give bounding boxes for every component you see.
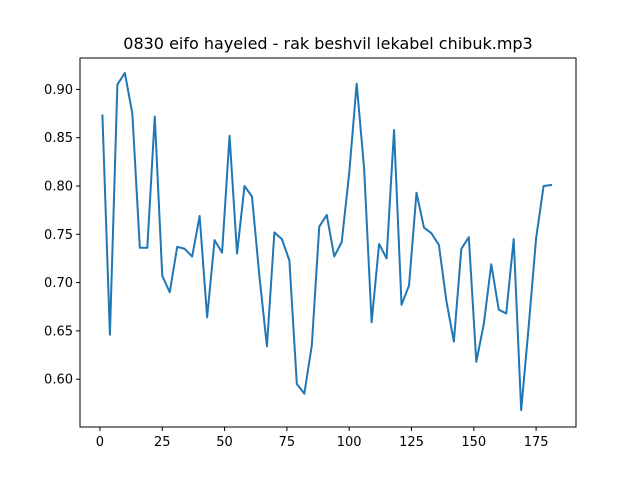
x-tick-label: 25 (154, 435, 171, 450)
y-tick-label: 0.80 (44, 179, 73, 194)
x-tick-label: 125 (399, 435, 424, 450)
x-tick-label: 175 (524, 435, 549, 450)
plot-area (80, 58, 576, 427)
y-tick-label: 0.60 (44, 373, 73, 388)
y-tick-label: 0.85 (44, 131, 73, 146)
series-layer (101, 71, 553, 412)
y-tick-label: 0.75 (44, 228, 73, 243)
axes-layer: 0 25 50 75 100 125 150 175 0.60 0.65 0.70 0.75 0.80 0… (44, 83, 548, 450)
y-tick-label: 0.90 (44, 83, 73, 98)
x-tick-label: 50 (216, 435, 233, 450)
x-tick-label: 75 (279, 435, 296, 450)
chart-title: 0830 eifo hayeled - rak beshvil lekabel … (123, 34, 532, 53)
x-tick-label: 150 (461, 435, 486, 450)
x-tick-label: 0 (96, 435, 104, 450)
x-tick-label: 100 (337, 435, 362, 450)
y-tick-label: 0.70 (44, 276, 73, 291)
y-tick-label: 0.65 (44, 324, 73, 339)
plot-frame (79, 57, 577, 428)
series-line (101, 71, 553, 412)
